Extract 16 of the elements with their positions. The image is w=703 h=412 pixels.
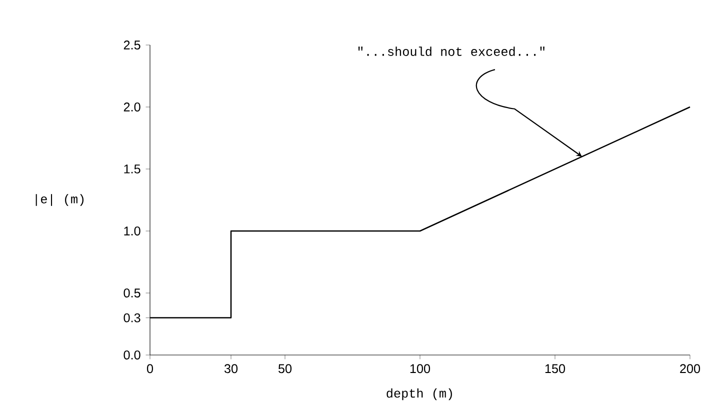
y-tick-label: 0.5	[124, 288, 140, 298]
x-tick-label: 50	[278, 364, 292, 374]
y-tick-label: 1.5	[124, 164, 140, 174]
y-tick-label: 0.0	[124, 350, 140, 360]
y-axis-title: |e| (m)	[36, 194, 84, 206]
x-tick-label: 150	[545, 364, 566, 374]
y-tick-label: 1.0	[124, 226, 140, 236]
y-tick-label: 0.3	[124, 313, 140, 322]
x-tick-label: 30	[224, 364, 238, 374]
x-tick-label: 0	[146, 364, 154, 374]
y-tick-label: 2.5	[124, 40, 140, 50]
x-axis-title: depth (m)	[386, 388, 452, 400]
y-tick-label: 2.0	[124, 102, 140, 112]
annotation: "...should not exceed..."	[358, 46, 544, 56]
x-tick-label: 200	[680, 364, 700, 374]
x-tick-label: 100	[410, 364, 430, 374]
